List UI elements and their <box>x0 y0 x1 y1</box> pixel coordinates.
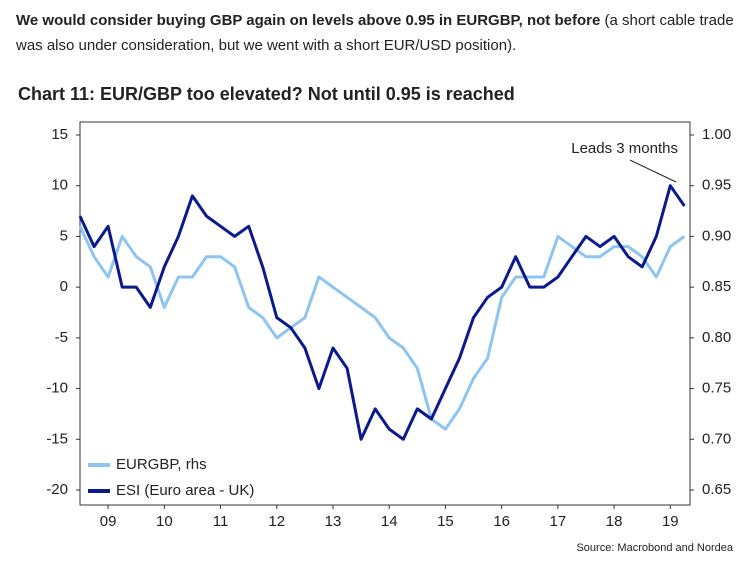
legend-label: ESI (Euro area - UK) <box>116 482 254 499</box>
y2-tick-label: 1.00 <box>702 126 731 143</box>
series-line <box>78 225 686 431</box>
x-tick-label: 12 <box>268 513 285 530</box>
x-tick-label: 09 <box>100 513 117 530</box>
x-tick-label: 16 <box>493 513 510 530</box>
plot-frame <box>79 121 691 506</box>
x-tick-label: 15 <box>437 513 454 530</box>
x-tick-label: 13 <box>325 513 342 530</box>
y-tick-label: -15 <box>46 430 68 447</box>
y-tick-label: -5 <box>55 329 68 346</box>
x-tick-label: 11 <box>213 513 229 530</box>
x-tick-label: 19 <box>662 513 679 530</box>
y-tick-label: 10 <box>51 177 68 194</box>
y-tick-label: -10 <box>46 380 68 397</box>
y2-tick-label: 0.80 <box>702 329 731 346</box>
y2-tick-label: 0.65 <box>702 481 731 498</box>
y2-tick-label: 0.85 <box>702 278 731 295</box>
y-tick-label: 0 <box>60 278 68 295</box>
x-tick-label: 18 <box>606 513 623 530</box>
annotation-arrow <box>629 159 677 183</box>
x-tick-label: 10 <box>156 513 173 530</box>
header-text: (a short cable trade was also under cons… <box>16 12 734 54</box>
source: Source: Macrobond and Nordea <box>576 542 733 554</box>
chart-title: Chart 11: EUR/GBP too elevated? Not unti… <box>18 84 515 104</box>
y-tick-label: -20 <box>46 481 68 498</box>
y2-tick-label: 0.70 <box>702 430 731 447</box>
legend-label: EURGBP, rhs <box>116 456 207 473</box>
y2-tick-label: 0.75 <box>702 380 731 397</box>
x-tick-label: 17 <box>550 513 567 530</box>
series-line <box>78 184 686 441</box>
y-tick-label: 5 <box>60 227 68 244</box>
y2-tick-label: 0.95 <box>702 177 731 194</box>
header: We would consider buying GBP again on le… <box>16 8 741 58</box>
y2-tick-label: 0.90 <box>702 227 731 244</box>
header-bold: We would consider buying GBP again on le… <box>16 12 601 29</box>
x-tick-label: 14 <box>381 513 398 530</box>
y-tick-label: 15 <box>51 126 68 143</box>
annotation: Leads 3 months <box>571 140 678 157</box>
